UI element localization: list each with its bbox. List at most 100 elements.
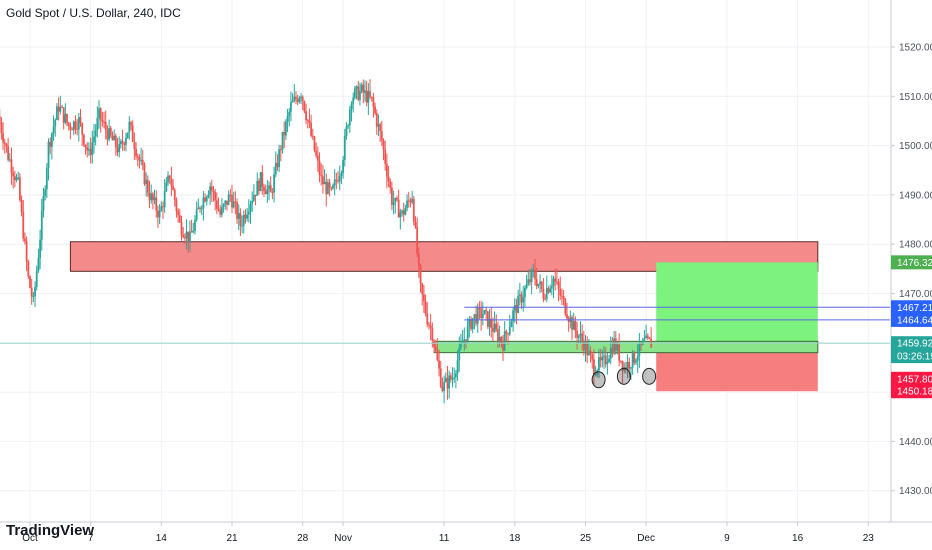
candle-body [93,136,95,143]
candle-body [204,197,206,202]
price-tag: 03:26:19 [891,349,932,364]
candle [554,268,557,291]
candle [0,108,1,125]
candle-body [552,278,555,287]
price-tag: 1464.64 [891,312,932,327]
candle-body [555,281,558,283]
candle [29,275,31,289]
price-tick-label: 1430.00 [899,486,932,497]
candle [529,269,531,286]
candle [88,142,90,157]
candle [42,187,45,218]
candle-body [458,347,461,361]
candle-body [441,386,444,391]
candle [369,79,371,100]
candle [284,119,287,140]
time-tick-label: 9 [724,533,730,544]
candle-body [200,208,203,210]
candle-body [407,200,410,202]
candle-body [234,201,237,203]
candle-body [417,253,420,266]
candle-body [545,288,548,299]
candle [525,275,528,290]
candle [480,300,483,331]
candle [12,166,15,189]
drawn-overlays [0,306,890,389]
candle [537,283,540,289]
candle [549,284,552,294]
candle [470,316,472,331]
candle-body [249,203,252,212]
candle [17,171,20,181]
candle-body [19,177,21,200]
candle-body [125,138,127,145]
candle-body [454,373,457,378]
candle-body [167,175,169,183]
candle [353,85,356,100]
candle [424,294,427,317]
candle [303,100,306,114]
candle-body [150,193,153,201]
candle [101,111,104,127]
candle-body [603,355,605,357]
candle [370,96,373,102]
candle [15,173,18,183]
stop-zone [656,351,818,392]
candle [365,81,368,107]
candle [66,113,68,127]
price-tag-background [891,300,932,315]
candle-body [449,375,452,380]
candle-body [475,314,477,324]
candle-body [141,160,144,165]
candle-body [468,319,471,327]
candle [552,275,555,299]
candle [343,128,346,167]
candle-body [71,129,73,131]
price-tag: 1476.32 [891,255,932,270]
candle-body [194,219,196,231]
candle-body [518,294,521,296]
candle-body [335,179,338,181]
candle-body [616,344,619,351]
candle-body [367,91,370,103]
candle-body [89,149,92,155]
supply-zone [69,241,819,272]
candle-body [613,338,616,354]
candle-body [380,131,383,141]
candle-body [547,288,550,293]
candle [24,232,26,245]
candle-body [505,331,508,334]
candle-body [374,106,376,114]
candle-body [369,91,371,97]
candle [199,206,201,213]
candle [305,103,307,125]
candle [175,197,178,218]
candle [249,200,252,224]
candle-body [387,176,390,182]
candle [434,340,437,353]
candle-body [355,86,358,89]
candle-body [318,160,321,176]
candle [387,166,390,188]
candle-body [402,210,405,215]
candle-body [347,125,350,127]
candle-body [175,200,178,212]
candle-body [594,373,597,376]
candle [417,247,420,278]
candle-body [84,144,87,148]
candle [3,138,6,154]
candle-body [0,122,3,134]
candle-body [530,270,533,283]
candle [352,92,355,113]
time-axis[interactable]: Oct 7 14 21 28 Nov 11 18 25 Dec 9 16 23 [0,521,932,544]
candle [399,208,402,230]
candle-body [626,361,629,370]
candle-body [431,327,434,341]
candle [438,349,440,377]
candle-body [313,136,316,151]
candle [247,199,250,223]
candle [429,313,432,341]
candle-body [252,194,255,201]
candle-body [476,308,479,324]
